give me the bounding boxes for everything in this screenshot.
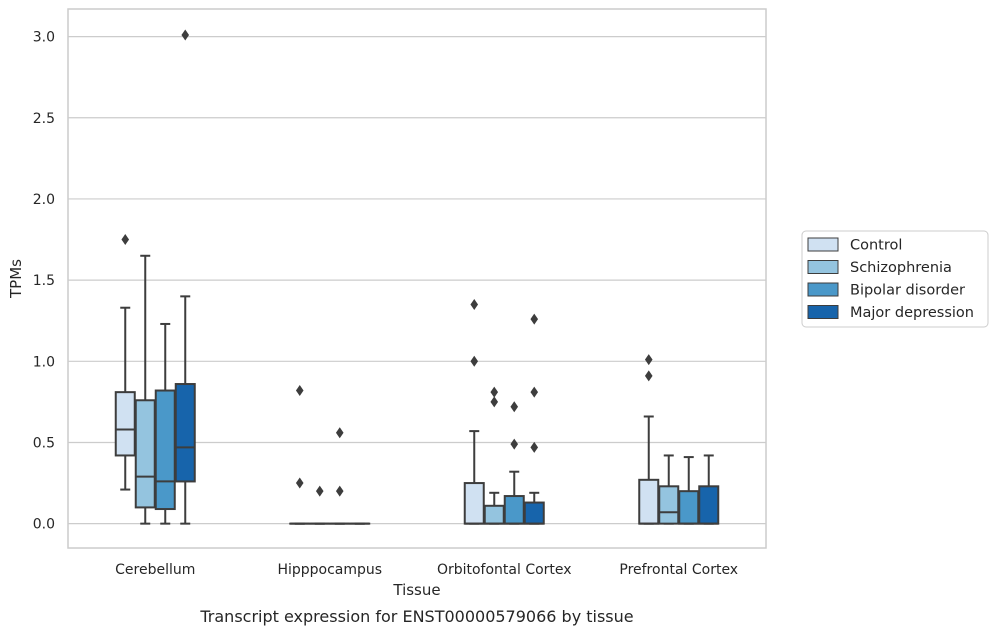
outlier-point: [490, 396, 499, 408]
y-tick-label: 3.0: [33, 30, 55, 46]
box-schizophrenia: [309, 485, 331, 525]
outlier-point: [530, 313, 539, 325]
outlier-point: [121, 234, 130, 246]
legend: Control Schizophrenia Bipolar disorder Majo…: [801, 230, 989, 328]
box-schizophrenia: [134, 254, 156, 525]
box-iqr: [503, 495, 525, 525]
box-major-depression: [174, 29, 196, 525]
box-bipolar-disorder: [503, 401, 525, 525]
y-tick-label: 1.5: [33, 273, 55, 289]
y-tick-label: 2.0: [33, 192, 55, 208]
legend-label: Control: [850, 238, 902, 254]
outlier-point: [470, 355, 479, 367]
x-tick-labels: Cerebellum Hipppocampus Orbitofontal Corte…: [115, 562, 738, 578]
box-major-depression: [523, 313, 545, 525]
outlier-point: [510, 401, 519, 413]
box-iqr: [174, 383, 196, 483]
box-control: [289, 385, 311, 525]
x-tick-label: Hipppocampus: [277, 562, 382, 578]
outlier-point: [181, 29, 190, 41]
x-tick-label: Orbitofontal Cortex: [437, 562, 572, 578]
legend-swatch: [807, 282, 839, 297]
x-axis-label: Tissue: [392, 581, 440, 599]
outlier-point: [335, 485, 344, 497]
box-iqr: [523, 501, 545, 525]
legend-label: Major depression: [850, 305, 974, 321]
outlier-point: [530, 386, 539, 398]
box-control: [463, 298, 485, 525]
legend-swatch: [807, 260, 839, 274]
box-iqr: [483, 504, 505, 525]
legend-swatch: [807, 305, 839, 319]
box-iqr: [698, 485, 720, 525]
plot-frame: [67, 8, 767, 549]
box-series: [114, 29, 720, 525]
box-iqr: [638, 478, 660, 525]
y-tick-label: 1.0: [33, 354, 55, 370]
legend-frame: [801, 230, 989, 328]
box-iqr: [658, 485, 680, 525]
box-iqr: [114, 391, 136, 457]
outlier-point: [295, 385, 304, 397]
y-tick-label: 2.5: [33, 111, 55, 127]
chart-caption: Transcript expression for ENST0000057906…: [199, 607, 633, 626]
outlier-point: [335, 427, 344, 439]
box-iqr: [678, 490, 700, 525]
box-iqr: [134, 399, 156, 509]
box-bipolar-disorder: [329, 427, 351, 525]
box-bipolar-disorder: [678, 456, 700, 525]
box-control: [638, 354, 660, 525]
box-major-depression: [698, 454, 720, 525]
box-iqr: [154, 389, 176, 511]
box-schizophrenia: [658, 454, 680, 525]
legend-label: Bipolar disorder: [850, 283, 965, 299]
legend-swatch: [807, 237, 839, 252]
outlier-point: [315, 485, 324, 497]
x-tick-label: Prefrontal Cortex: [619, 562, 738, 578]
box-bipolar-disorder: [154, 322, 176, 525]
legend-label: Schizophrenia: [850, 260, 952, 276]
outlier-point: [295, 477, 304, 489]
outlier-point: [510, 438, 519, 450]
y-tick-label: 0.0: [33, 517, 55, 533]
outlier-point: [530, 441, 539, 453]
outlier-point: [470, 298, 479, 310]
y-tick-labels: 0.0 0.5 1.0 1.5 2.0 2.5 3.0: [33, 30, 55, 533]
box-schizophrenia: [483, 386, 505, 525]
outlier-point: [644, 354, 653, 366]
y-axis-label: TPMs: [7, 259, 25, 299]
x-tick-label: Cerebellum: [115, 562, 195, 578]
outlier-point: [644, 370, 653, 382]
outlier-point: [490, 386, 499, 398]
box-iqr: [463, 482, 485, 525]
y-tick-label: 0.5: [33, 435, 55, 451]
